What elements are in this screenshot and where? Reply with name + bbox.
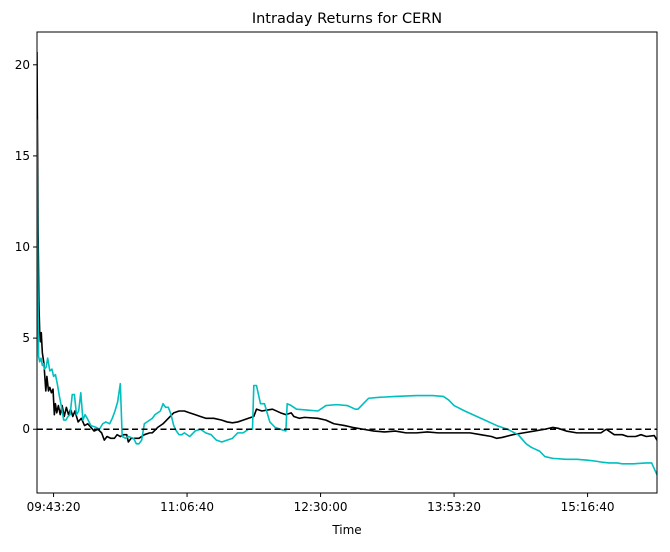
y-tick-label: 0 [22, 422, 30, 436]
y-tick-label: 5 [22, 331, 30, 345]
y-tick-label: 20 [15, 58, 30, 72]
series-line-1 [37, 52, 657, 443]
series-line-2 [37, 119, 657, 476]
x-tick-label: 11:06:40 [160, 500, 214, 514]
chart-title: Intraday Returns for CERN [252, 11, 442, 27]
x-tick-label: 13:53:20 [427, 500, 481, 514]
y-tick-label: 10 [15, 240, 30, 254]
plot-area: 0 5 10 15 20 09:43:20 11:06:40 12:30:00 13:53:20… [15, 31, 658, 514]
axes-frame [36, 31, 658, 494]
x-tick-label: 09:43:20 [27, 500, 81, 514]
x-tick-label: 15:16:40 [561, 500, 615, 514]
x-tick-label: 12:30:00 [294, 500, 348, 514]
y-tick-label: 15 [15, 149, 30, 163]
x-axis-label: Time [331, 523, 361, 537]
